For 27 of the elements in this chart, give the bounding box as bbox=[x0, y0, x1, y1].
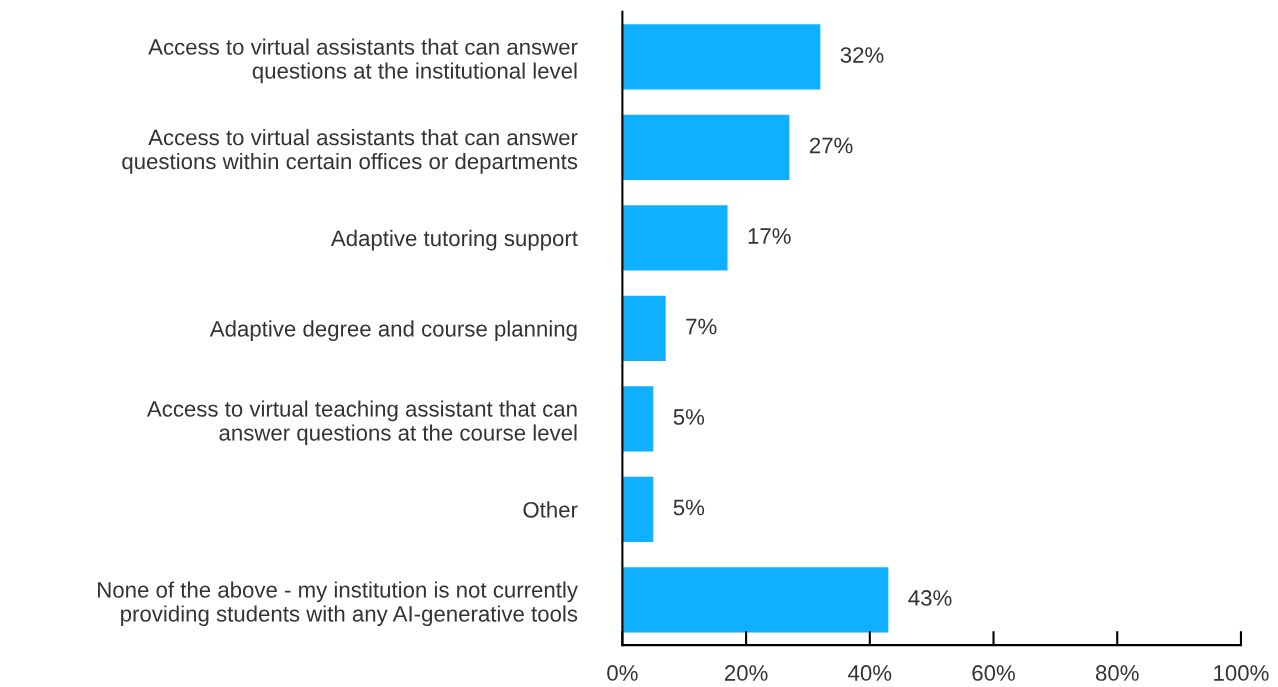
data-label: 7% bbox=[686, 318, 717, 335]
x-tick-label: 80% bbox=[1095, 665, 1139, 681]
y-tick-label: Access to virtual assistants that can answer questions at the institutional level bbox=[148, 38, 578, 84]
bar bbox=[622, 24, 821, 90]
bar bbox=[622, 476, 654, 542]
y-tick-label: Access to virtual assistants that can answer questions within certain offices or departments bbox=[122, 129, 578, 174]
bar bbox=[622, 205, 728, 271]
y-tick-label: None of the above - my institution is not currently providing students with any AI-generative tools bbox=[98, 581, 578, 627]
bar bbox=[622, 386, 654, 452]
bar bbox=[622, 567, 889, 633]
y-tick-label: Adaptive degree and course planning bbox=[209, 320, 577, 342]
x-tick-label: 20% bbox=[724, 665, 768, 681]
y-tick-label: Adaptive tutoring support bbox=[330, 229, 578, 251]
bar bbox=[622, 295, 666, 361]
data-label: 27% bbox=[809, 137, 853, 154]
x-tick-label: 60% bbox=[972, 665, 1015, 681]
x-tick-label: 100% bbox=[1214, 665, 1269, 681]
y-tick-label: Access to virtual teaching assistant that can answer questions at the course level bbox=[146, 400, 577, 446]
data-label: 17% bbox=[748, 228, 791, 244]
bar bbox=[622, 114, 790, 180]
x-tick-label: 40% bbox=[848, 665, 892, 681]
data-label: 43% bbox=[908, 590, 952, 606]
data-label: 5% bbox=[673, 409, 705, 425]
data-label: 5% bbox=[673, 499, 705, 516]
y-tick-label: Other bbox=[523, 501, 578, 518]
x-tick-label: 0% bbox=[607, 665, 638, 681]
data-label: 32% bbox=[840, 47, 884, 63]
